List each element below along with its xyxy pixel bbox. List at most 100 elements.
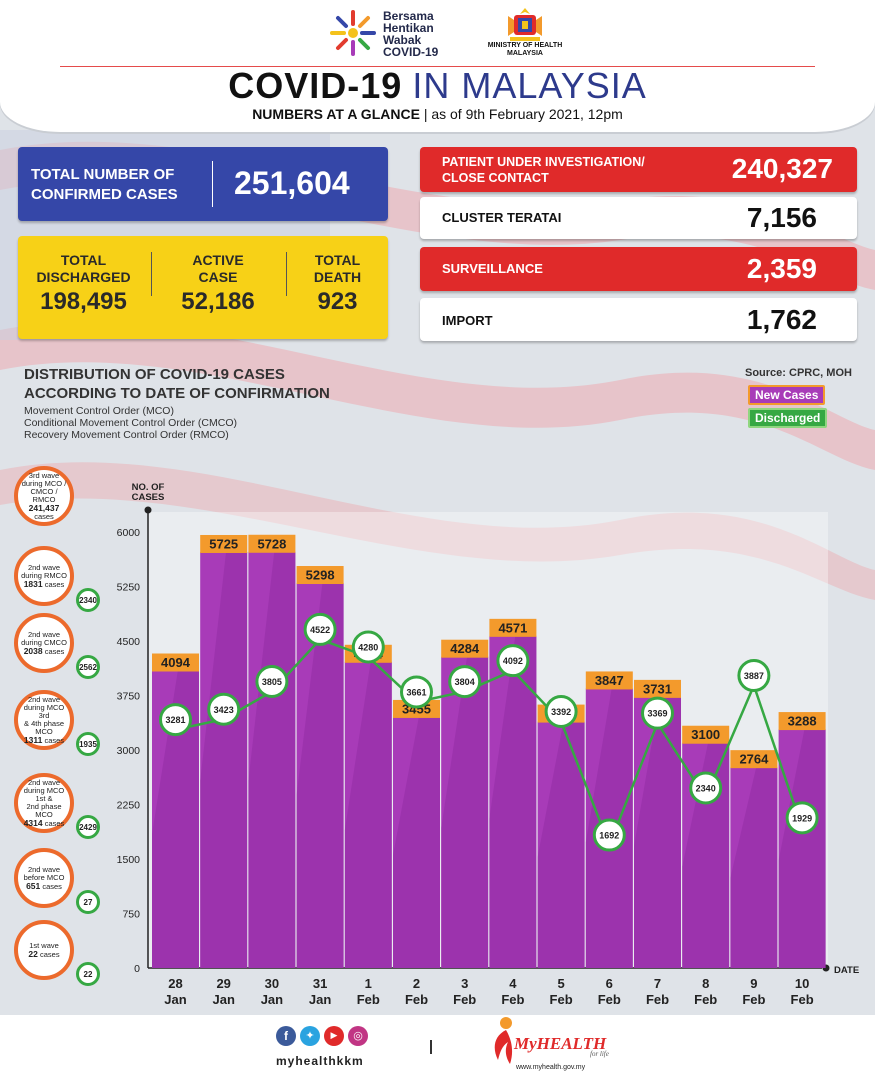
stat-divider	[151, 252, 152, 296]
bar-value-label: 4571	[498, 620, 527, 635]
bar-label-bg	[730, 750, 778, 769]
x-tick-month: Feb	[742, 992, 765, 1007]
wave-text: 2nd wave	[27, 694, 61, 704]
bar-value-label: 2764	[739, 752, 769, 767]
surveillance-box: SURVEILLANCE 2,359	[420, 247, 857, 291]
discharged-value-label: 2340	[696, 783, 716, 793]
x-tick-day: 8	[702, 976, 709, 991]
wave-discharged-badge: 2562	[76, 655, 100, 679]
wave-discharged-badge: 2340	[76, 588, 100, 612]
bar-shade	[537, 721, 585, 968]
wave-text: 3rd wave	[28, 470, 60, 480]
bar-new-cases	[778, 729, 826, 968]
source-label: Source: CPRC, MOH	[745, 367, 852, 379]
bar-shade	[489, 635, 537, 968]
youtube-icon[interactable]: ▶	[324, 1026, 344, 1046]
discharged-marker	[737, 659, 771, 693]
import-label: IMPORT	[442, 313, 493, 328]
import-box: IMPORT 1,762	[420, 298, 857, 341]
discharged-value-label: 4280	[358, 642, 378, 652]
discharged-value-label: 1929	[792, 813, 812, 823]
discharged-marker	[689, 771, 723, 805]
y-tick-label: 3750	[117, 691, 141, 703]
x-tick-month: Feb	[453, 992, 476, 1007]
x-tick-day: 2	[413, 976, 420, 991]
x-tick-day: 9	[750, 976, 757, 991]
death-stat: TOTAL DEATH 923	[313, 252, 362, 315]
mco-notes: Movement Control Order (MCO) Conditional…	[24, 405, 237, 441]
bar-value-label: 3847	[595, 673, 624, 688]
bar-new-cases	[393, 716, 440, 968]
wave-count-line: 4314 cases	[23, 817, 65, 828]
bar-shade	[441, 656, 489, 968]
bar-shade	[730, 767, 778, 968]
y-tick-label: 3000	[117, 745, 141, 757]
title-malaysia: IN MALAYSIA	[412, 65, 647, 106]
social-handle[interactable]: myhealthkkm	[276, 1054, 364, 1068]
discharged-value-label: 4522	[310, 625, 330, 635]
title-covid: COVID-19	[228, 65, 403, 106]
wave-count-line: 651 cases	[26, 880, 62, 891]
wave-count: 1831	[23, 578, 43, 589]
surveillance-label: SURVEILLANCE	[442, 261, 543, 276]
bar-shade	[152, 670, 199, 968]
stat-divider	[286, 252, 287, 296]
discharged-marker	[592, 818, 626, 852]
discharged-value-label: 1692	[599, 831, 619, 841]
wave-circle: 2nd wave during RMCO 1831 cases	[14, 546, 74, 606]
wave-text: & 4th phase MCO	[23, 718, 65, 736]
x-tick-month: Feb	[646, 992, 669, 1007]
facebook-icon[interactable]: f	[276, 1026, 296, 1046]
bar-shade	[778, 729, 826, 968]
instagram-icon[interactable]: ◎	[348, 1026, 368, 1046]
wave-count-line: 22 cases	[28, 948, 60, 959]
wave-text: CMCO / RMCO	[30, 486, 58, 504]
myhealth-url[interactable]: www.myhealth.gov.my	[516, 1064, 586, 1071]
discharged-value-label: 3661	[406, 687, 426, 697]
bar-shade	[634, 696, 681, 968]
x-tick-month: Jan	[164, 992, 186, 1007]
pui-box: PATIENT UNDER INVESTIGATION/ CLOSE CONTA…	[420, 147, 857, 192]
y-tick-label: 6000	[117, 527, 141, 539]
pui-value: 240,327	[731, 153, 833, 184]
myhealth-figure-logo	[494, 1017, 513, 1064]
bar-label-bg	[585, 671, 633, 690]
cluster-label: CLUSTER TERATAI	[442, 210, 562, 225]
wave-discharged-badge: 27	[76, 890, 100, 914]
wave-circle: 2nd wave before MCO 651 cases	[14, 848, 74, 908]
campaign-text: Bersama Hentikan Wabak COVID-19	[383, 9, 439, 59]
discharged-value-label: 3392	[551, 707, 571, 717]
x-tick-day: 31	[313, 976, 327, 991]
cluster-box: CLUSTER TERATAI 7,156	[420, 197, 857, 239]
x-tick-month: Feb	[694, 992, 717, 1007]
legend-new-cases: New Cases	[748, 385, 826, 405]
campaign-sunburst-logo	[330, 10, 376, 56]
subtitle-date: as of 9th February 2021, 12pm	[431, 106, 623, 122]
wave-text: 2nd phase MCO	[26, 801, 62, 819]
x-tick-day: 1	[365, 976, 372, 991]
wave-discharged-badge: 2429	[76, 815, 100, 839]
confirmed-cases-box: TOTAL NUMBER OF CONFIRMED CASES 251,604	[18, 147, 388, 221]
bar-shade	[248, 551, 296, 968]
x-tick-day: 29	[216, 976, 230, 991]
bar-value-label: 5728	[257, 536, 286, 551]
bar-new-cases	[296, 583, 344, 968]
x-tick-month: Feb	[357, 992, 380, 1007]
page-title: COVID-19 IN MALAYSIA	[0, 66, 875, 106]
chart-title: DISTRIBUTION OF COVID-19 CASES ACCORDING…	[24, 366, 330, 402]
bar-label-bg	[393, 699, 440, 718]
subtitle-glance: NUMBERS AT A GLANCE	[252, 106, 420, 122]
wave-text: during RMCO	[21, 570, 67, 580]
y-tick-label: 2250	[117, 800, 141, 812]
discharged-value-label: 3805	[262, 677, 282, 687]
discharged-marker	[544, 695, 578, 729]
wave-circle: 2nd wave during MCO 3rd & 4th phase MCO 131…	[14, 690, 74, 750]
y-tick-label: 1500	[117, 854, 141, 866]
discharged-value-label: 4092	[503, 656, 523, 666]
wave-count: 651	[26, 880, 41, 891]
discharged-value-label: 3423	[214, 705, 234, 715]
wave-text: 2nd wave	[27, 777, 61, 787]
twitter-icon[interactable]: ✦	[300, 1026, 320, 1046]
bar-value-label: 3288	[788, 714, 817, 729]
legend-discharged: Discharged	[748, 408, 828, 428]
